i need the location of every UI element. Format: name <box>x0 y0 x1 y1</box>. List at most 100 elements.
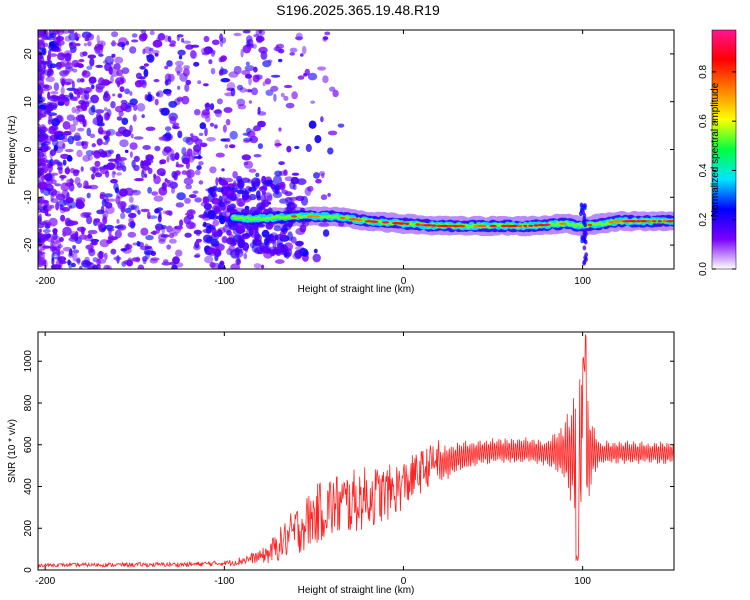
heatmap-layer <box>38 30 674 269</box>
heatmap-noise-blob <box>177 130 183 139</box>
heatmap-noise-blob <box>128 212 137 219</box>
x-tick-label: 0 <box>401 276 407 287</box>
heatmap-noise-blob <box>160 171 166 177</box>
heatmap-noise-blob <box>86 127 92 137</box>
heatmap-noise-blob <box>38 90 45 95</box>
heatmap-noise-blob <box>210 50 215 57</box>
heatmap-noise-blob <box>218 70 224 76</box>
heatmap-noise-blob <box>129 46 137 54</box>
heatmap-noise-blob <box>291 172 300 176</box>
x-tick-label: 100 <box>574 576 591 587</box>
heatmap-noise-blob <box>156 37 160 42</box>
heatmap-noise-blob <box>97 258 107 264</box>
heatmap-noise-blob <box>217 262 224 269</box>
heatmap-noise-blob <box>229 203 237 209</box>
heatmap-noise-blob <box>244 205 250 211</box>
heatmap-noise-blob <box>312 253 321 263</box>
heatmap-noise-blob <box>203 196 210 205</box>
heatmap-noise-blob <box>128 217 134 223</box>
heatmap-noise-blob <box>283 169 288 176</box>
heatmap-noise-blob <box>150 231 158 235</box>
heatmap-noise-blob <box>99 193 105 200</box>
heatmap-noise-blob <box>278 161 285 166</box>
heatmap-y-axis: -20 -10 0 10 20 <box>23 48 674 252</box>
heatmap-noise-blob <box>208 247 217 254</box>
heatmap-noise-blob <box>72 249 80 254</box>
heatmap-noise-blob <box>278 127 282 132</box>
ridge-core <box>537 223 546 227</box>
heatmap-noise-blob <box>50 172 59 176</box>
heatmap-noise-blob <box>265 89 274 96</box>
snr-y-axis-title: SNR (10 * v/v) <box>7 419 18 483</box>
heatmap-noise-blob <box>237 104 247 110</box>
heatmap-y-axis-title: Frequency (Hz) <box>7 116 18 185</box>
heatmap-noise-blob <box>207 187 216 193</box>
heatmap-noise-blob <box>162 210 167 214</box>
heatmap-noise-blob <box>69 167 76 174</box>
ridge-core <box>371 220 379 223</box>
heatmap-noise-blob <box>285 201 293 207</box>
snr-series-line <box>38 334 674 569</box>
heatmap-noise-blob <box>38 39 45 46</box>
heatmap-noise-blob <box>113 256 122 261</box>
heatmap-noise-blob <box>38 172 41 179</box>
heatmap-noise-blob <box>210 68 216 75</box>
heatmap-noise-blob <box>279 181 286 191</box>
heatmap-noise-blob <box>42 42 49 48</box>
heatmap-noise-blob <box>222 124 227 133</box>
heatmap-noise-blob <box>143 63 149 67</box>
heatmap-noise-blob <box>173 172 178 181</box>
heatmap-noise-blob <box>56 161 63 167</box>
heatmap-noise-blob <box>153 175 161 185</box>
heatmap-noise-blob <box>71 135 82 142</box>
heatmap-noise-blob <box>127 231 137 238</box>
heatmap-noise-blob <box>327 147 334 155</box>
heatmap-noise-blob <box>104 55 115 65</box>
heatmap-noise-blob <box>129 124 133 133</box>
heatmap-noise-blob <box>42 219 50 226</box>
heatmap-noise-blob <box>195 238 202 244</box>
heatmap-noise-blob <box>95 86 104 93</box>
heatmap-noise-blob <box>61 207 71 212</box>
heatmap-noise-blob <box>38 103 43 109</box>
heatmap-noise-blob <box>186 169 195 179</box>
heatmap-noise-blob <box>38 72 43 82</box>
heatmap-noise-blob <box>57 98 67 103</box>
heatmap-noise-blob <box>94 171 100 176</box>
heatmap-noise-blob <box>200 112 211 119</box>
heatmap-noise-blob <box>133 155 140 162</box>
heatmap-noise-blob <box>50 236 55 245</box>
heatmap-noise-blob <box>158 186 168 196</box>
heatmap-spike-blob <box>583 222 587 228</box>
heatmap-noise-blob <box>143 46 152 54</box>
heatmap-spike-blob <box>579 211 583 217</box>
heatmap-noise-blob <box>181 95 190 105</box>
heatmap-noise-blob <box>209 103 215 111</box>
heatmap-noise-blob <box>152 39 163 48</box>
heatmap-noise-blob <box>160 234 170 238</box>
heatmap-noise-blob <box>189 209 193 215</box>
heatmap-noise-blob <box>234 247 240 256</box>
heatmap-noise-blob <box>175 164 184 168</box>
heatmap-noise-blob <box>222 225 231 233</box>
heatmap-noise-blob <box>103 264 110 269</box>
heatmap-noise-blob <box>169 116 177 125</box>
x-tick-label: -200 <box>35 576 55 587</box>
heatmap-noise-blob <box>60 250 65 255</box>
heatmap-noise-blob <box>256 35 263 44</box>
heatmap-noise-blob <box>50 90 59 95</box>
heatmap-noise-blob <box>241 242 250 251</box>
heatmap-noise-blob <box>278 58 283 63</box>
heatmap-noise-blob <box>243 137 253 142</box>
heatmap-noise-blob <box>169 238 177 244</box>
heatmap-noise-blob <box>133 103 138 111</box>
heatmap-noise-blob <box>203 203 212 210</box>
heatmap-noise-blob <box>273 246 282 255</box>
heatmap-noise-blob <box>68 42 74 46</box>
heatmap-noise-blob <box>130 205 135 210</box>
heatmap-noise-blob <box>45 213 52 217</box>
heatmap-spike-blob <box>584 256 588 262</box>
heatmap-noise-blob <box>284 197 293 203</box>
heatmap-noise-blob <box>64 148 74 153</box>
heatmap-noise-blob <box>158 136 166 141</box>
